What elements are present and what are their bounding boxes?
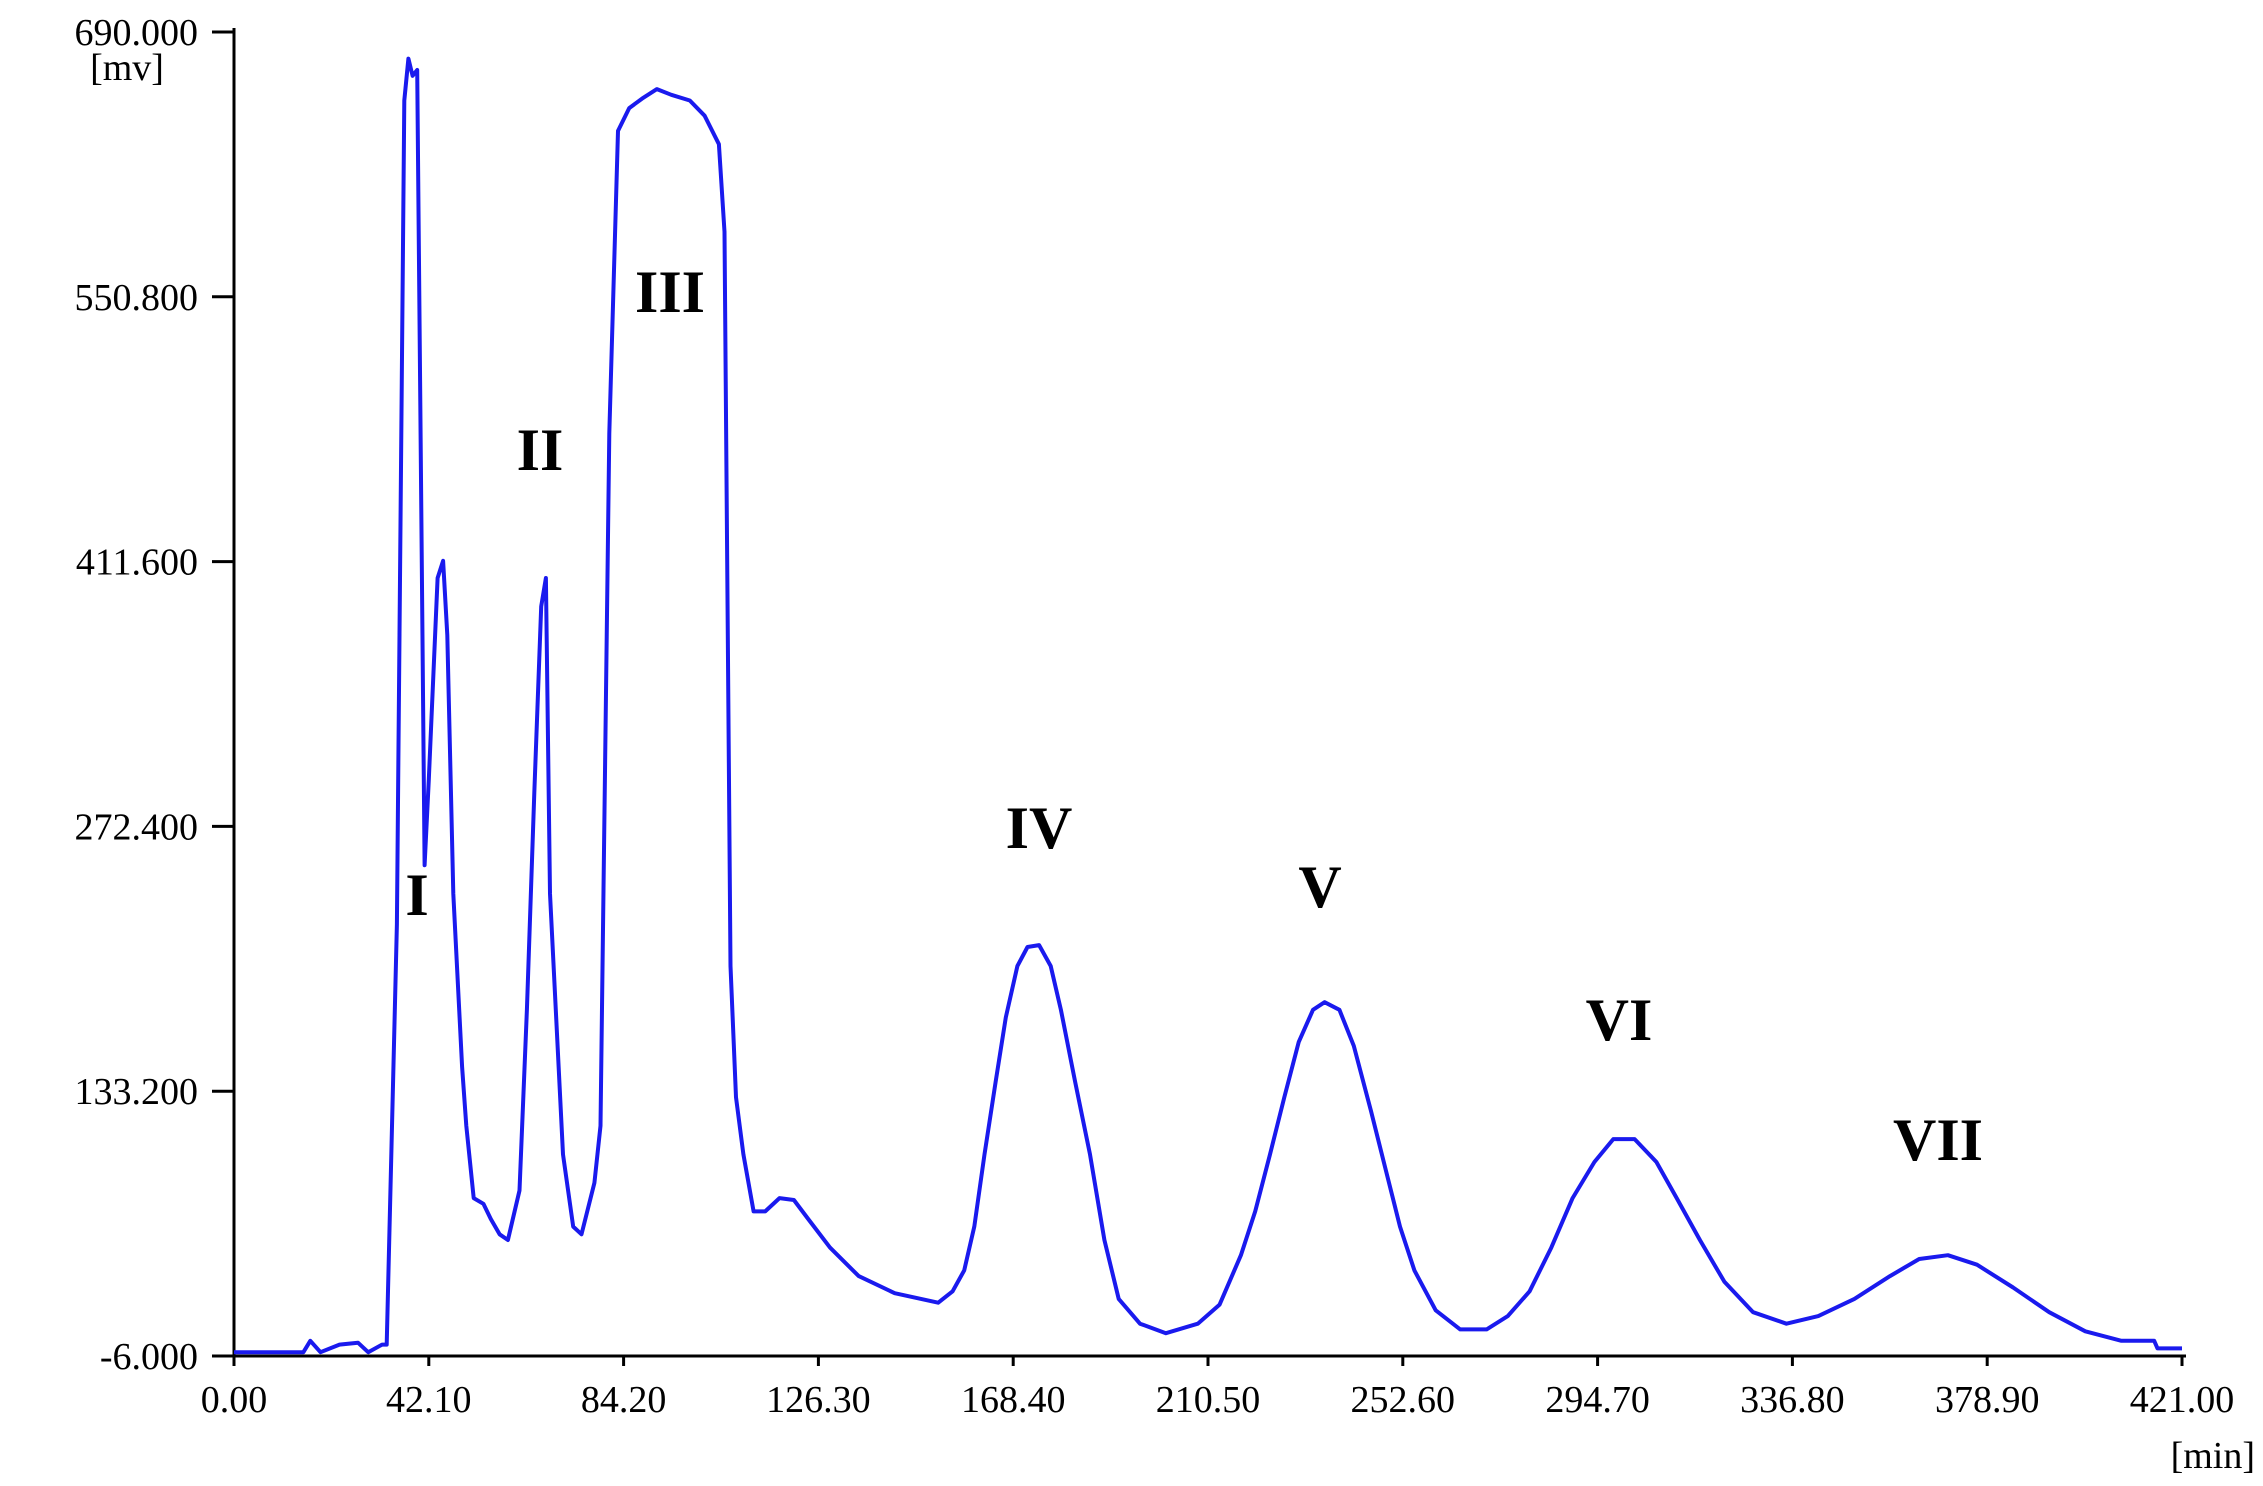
x-tick-label: 168.40 bbox=[961, 1379, 1066, 1421]
peak-label: VI bbox=[1586, 987, 1653, 1053]
y-tick-label: 550.800 bbox=[75, 277, 199, 319]
x-tick-label: 378.90 bbox=[1935, 1379, 2040, 1421]
x-tick-label: 210.50 bbox=[1156, 1379, 1261, 1421]
peak-label: II bbox=[517, 417, 564, 483]
y-tick-label: 411.600 bbox=[76, 542, 198, 584]
y-tick-label: 272.400 bbox=[75, 806, 199, 848]
y-unit-label: [mv] bbox=[90, 47, 164, 89]
x-tick-label: 0.00 bbox=[201, 1379, 268, 1421]
peak-label: V bbox=[1298, 854, 1341, 920]
x-tick-label: 421.00 bbox=[2130, 1379, 2235, 1421]
x-tick-label: 294.70 bbox=[1545, 1379, 1650, 1421]
x-unit-label: [min] bbox=[2171, 1435, 2255, 1477]
x-tick-label: 336.80 bbox=[1740, 1379, 1845, 1421]
x-tick-label: 126.30 bbox=[766, 1379, 871, 1421]
y-tick-label: -6.000 bbox=[100, 1336, 198, 1378]
x-tick-label: 42.10 bbox=[386, 1379, 472, 1421]
peak-label: VII bbox=[1893, 1107, 1983, 1173]
peak-label: IV bbox=[1006, 795, 1073, 861]
y-tick-label: 690.000 bbox=[75, 12, 199, 54]
x-tick-label: 84.20 bbox=[581, 1379, 667, 1421]
x-tick-label: 252.60 bbox=[1351, 1379, 1456, 1421]
data-line bbox=[234, 56, 2182, 1355]
peak-label: I bbox=[405, 862, 428, 928]
y-tick-label: 133.200 bbox=[75, 1071, 199, 1113]
peak-label: III bbox=[635, 259, 705, 325]
